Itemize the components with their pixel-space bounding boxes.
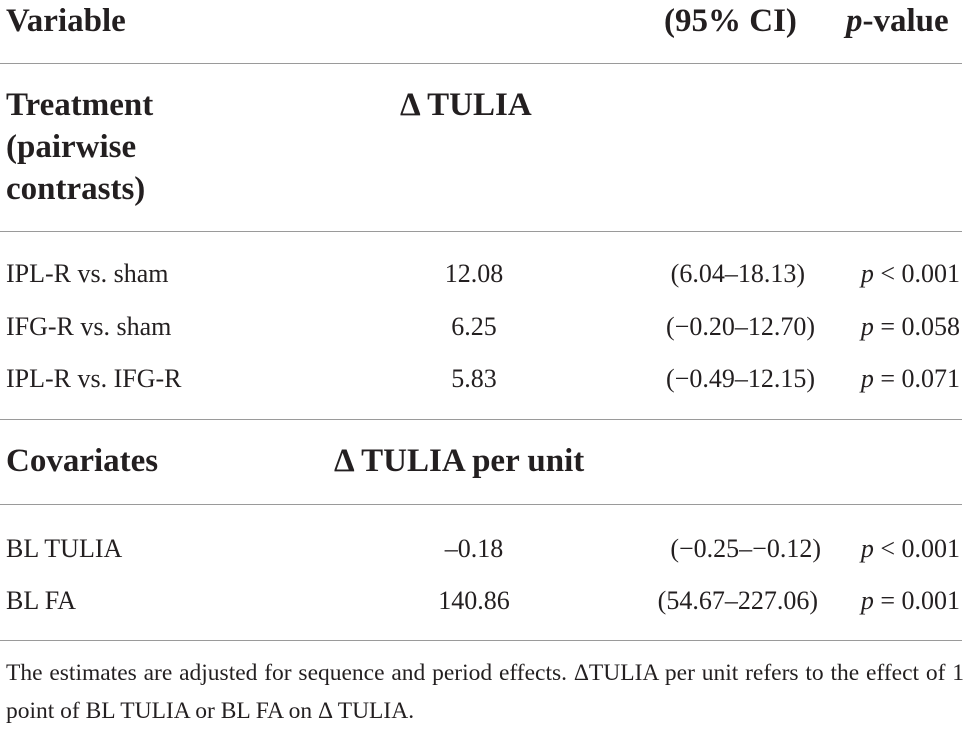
row-p-symbol: p bbox=[860, 312, 874, 341]
row-p-symbol: p bbox=[860, 586, 874, 615]
row-ci: (54.67–227.06) bbox=[657, 586, 818, 615]
row-estimate: –0.18 bbox=[444, 534, 504, 563]
header-p-italic: p bbox=[846, 3, 863, 39]
row-estimate: 12.08 bbox=[444, 259, 504, 288]
row-p-text: = 0.071 bbox=[880, 364, 960, 393]
treatment-rule bbox=[0, 231, 962, 232]
header-p-value: p-value bbox=[846, 0, 949, 42]
row-variable: IPL-R vs. IFG-R bbox=[6, 364, 182, 393]
treatment-title-line3: contrasts) bbox=[6, 171, 146, 207]
treatment-title-line2: (pairwise bbox=[6, 129, 137, 165]
header-p-rest: -value bbox=[862, 3, 949, 39]
header-variable: Variable bbox=[6, 3, 126, 39]
row-p-text: = 0.058 bbox=[880, 312, 960, 341]
treatment-title-line1: Treatment bbox=[6, 87, 154, 123]
row-p-value: p = 0.058 bbox=[780, 311, 960, 343]
row-ci: (−0.25–−0.12) bbox=[670, 534, 821, 563]
row-estimate: 6.25 bbox=[451, 312, 497, 341]
row-p-symbol: p bbox=[860, 364, 874, 393]
row-p-text: < 0.001 bbox=[880, 259, 960, 288]
row-p-value: p = 0.071 bbox=[780, 363, 960, 395]
row-variable: BL TULIA bbox=[6, 534, 123, 563]
row-variable: IFG-R vs. sham bbox=[6, 312, 172, 341]
row-p-value: p = 0.001 bbox=[780, 585, 960, 617]
table-bottom-rule bbox=[0, 640, 962, 641]
row-variable: IPL-R vs. sham bbox=[6, 259, 169, 288]
row-p-symbol: p bbox=[860, 534, 874, 563]
header-rule bbox=[0, 63, 962, 64]
treatment-end-rule bbox=[0, 419, 962, 420]
row-ci: (−0.20–12.70) bbox=[666, 312, 815, 341]
treatment-measure: Δ TULIA bbox=[400, 87, 532, 123]
row-variable: BL FA bbox=[6, 586, 77, 615]
row-ci: (−0.49–12.15) bbox=[666, 364, 815, 393]
row-ci: (6.04–18.13) bbox=[670, 259, 805, 288]
row-estimate: 5.83 bbox=[451, 364, 497, 393]
header-ci: (95% CI) bbox=[664, 3, 797, 39]
table-footnote: The estimates are adjusted for sequence … bbox=[6, 660, 964, 724]
row-p-text: < 0.001 bbox=[880, 534, 960, 563]
row-p-symbol: p bbox=[860, 259, 874, 288]
row-p-text: = 0.001 bbox=[880, 586, 960, 615]
row-p-value: p < 0.001 bbox=[780, 533, 960, 565]
covariates-rule bbox=[0, 504, 962, 505]
covariates-measure: Δ TULIA per unit bbox=[334, 443, 585, 479]
covariates-title: Covariates bbox=[6, 443, 159, 479]
row-p-value: p < 0.001 bbox=[780, 258, 960, 290]
row-estimate: 140.86 bbox=[438, 586, 510, 615]
